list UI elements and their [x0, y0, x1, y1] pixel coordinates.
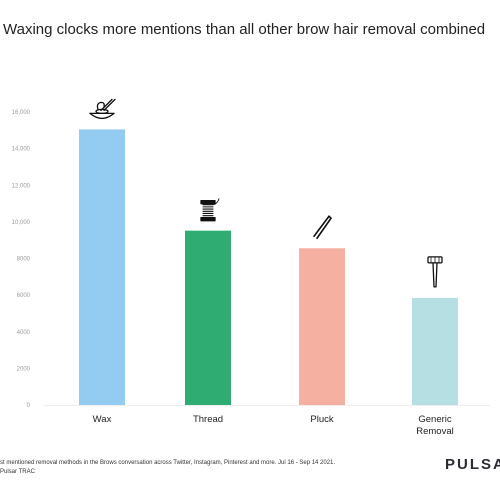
y-tick-label: 16,000 — [12, 110, 31, 116]
x-tick-label: Removal — [416, 426, 454, 437]
y-tick-label: 8000 — [17, 257, 31, 263]
x-tick-label: Thread — [193, 414, 223, 425]
x-tick-label: Generic — [418, 414, 452, 425]
y-tick-label: 4000 — [17, 330, 31, 336]
x-tick-label: Wax — [93, 414, 112, 425]
y-tick-label: 2000 — [17, 366, 31, 372]
wax-pot-icon — [89, 98, 116, 120]
bar — [412, 297, 458, 405]
brand-logo: PULSAR — [445, 456, 500, 473]
x-tick-label: Pluck — [310, 414, 333, 425]
y-tick-label: 12,000 — [12, 183, 31, 189]
y-tick-label: 0 — [27, 403, 31, 409]
bar — [299, 248, 345, 405]
tweezers-icon — [313, 215, 332, 240]
footnote-line-1: st mentioned removal methods in the Brow… — [0, 460, 336, 466]
razor-icon — [427, 256, 443, 288]
footnote: st mentioned removal methods in the Brow… — [0, 459, 430, 477]
y-tick-label: 6000 — [17, 293, 31, 299]
y-tick-label: 10,000 — [12, 220, 31, 226]
chart-title: Waxing clocks more mentions than all oth… — [3, 21, 486, 38]
thread-spool-icon — [200, 198, 220, 222]
footnote-line-2: Pulsar TRAC — [0, 469, 35, 475]
bar — [79, 129, 125, 405]
bar — [185, 230, 231, 405]
y-tick-label: 14,000 — [12, 147, 31, 153]
